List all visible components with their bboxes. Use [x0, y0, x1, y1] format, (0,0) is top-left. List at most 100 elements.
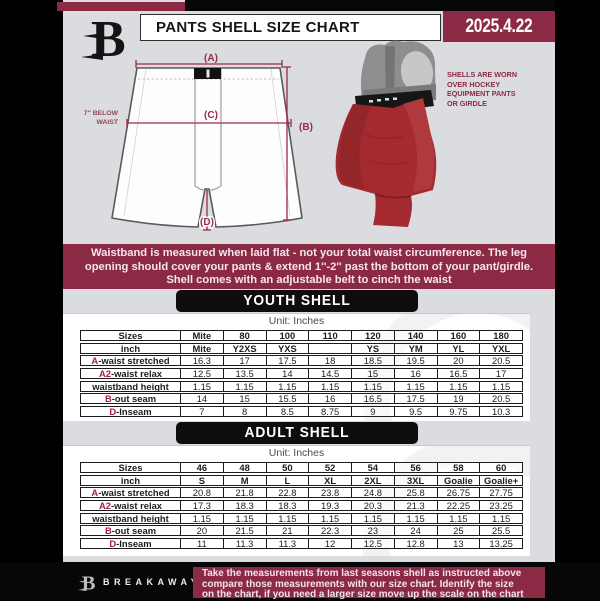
table-row: waistband height 1.15 1.15 1.15 1.15 1.15 1.15… — [80, 512, 523, 524]
table-cell: 15 — [352, 369, 395, 379]
table-cell: 1.15 — [492, 513, 511, 523]
breakaway-logo-icon: B — [81, 11, 126, 64]
table-cell — [309, 343, 352, 353]
table-cell: 21 — [267, 526, 310, 536]
table-cell: 18.5 — [352, 356, 395, 366]
top-stripe-maroon — [57, 2, 185, 11]
table-cell: 16 — [309, 394, 352, 404]
table-cell: 10.3 — [492, 407, 511, 417]
table-cell: 3XL — [395, 475, 438, 485]
table-cell: 1.15 — [309, 513, 352, 523]
table-cell: 1.15 — [438, 513, 481, 523]
table-cell: Y2XS — [224, 343, 267, 353]
brand-logo: B BREAKAWAY — [78, 570, 201, 594]
table-cell: S — [181, 475, 224, 485]
row-label: A2 -waist relax — [81, 501, 181, 511]
table-cell: 54 — [352, 463, 395, 472]
table-row: inch S M L XL 2XL 3XL Goalie Goalie+ — [80, 474, 523, 486]
measurement-label-c: (C) — [204, 110, 218, 121]
table-cell: 9 — [352, 407, 395, 417]
table-cell: 21.3 — [395, 501, 438, 511]
table-cell: 46 — [181, 463, 224, 472]
table-cell: 1.15 — [181, 513, 224, 523]
table-cell: 21.5 — [224, 526, 267, 536]
table-cell: 20 — [438, 356, 481, 366]
table-cell: Goalie+ — [484, 475, 519, 485]
table-cell: 13 — [438, 539, 481, 549]
table-cell: 1.15 — [395, 513, 438, 523]
table-cell: 17.5 — [267, 356, 310, 366]
table-cell: 16.5 — [438, 369, 481, 379]
table-cell: 26.75 — [438, 488, 481, 498]
table-cell: 23.25 — [489, 501, 513, 511]
table-cell: 1.15 — [395, 381, 438, 391]
table-cell: 11.3 — [224, 539, 267, 549]
table-cell: 16 — [395, 369, 438, 379]
table-cell: YXL — [492, 343, 511, 353]
table-cell: 20.8 — [181, 488, 224, 498]
table-cell: 9.75 — [438, 407, 481, 417]
table-cell: YL — [438, 343, 481, 353]
table-cell: 100 — [267, 331, 310, 340]
top-stripe-black — [185, 0, 555, 11]
table-cell: YM — [395, 343, 438, 353]
table-cell: 20.5 — [492, 394, 511, 404]
table-row: D -Inseam 11 11.3 11.3 12 12.5 12.8 13 13.25 — [80, 538, 523, 550]
table-cell: 23 — [352, 526, 395, 536]
row-label: inch — [81, 475, 181, 485]
table-cell: 14 — [181, 394, 224, 404]
row-label: waistband height — [81, 381, 181, 391]
table-row: B -out seam 20 21.5 21 22.3 23 24 25 25.5 — [80, 525, 523, 537]
table-cell: 1.15 — [267, 381, 310, 391]
table-cell: 140 — [395, 331, 438, 340]
table-cell: 22.8 — [267, 488, 310, 498]
table-row: A -waist stretched 16.3 17 17.5 18 18.5 19.5 20 2… — [80, 355, 523, 367]
table-cell: 52 — [309, 463, 352, 472]
table-cell: 19.3 — [309, 501, 352, 511]
table-cell: 15 — [224, 394, 267, 404]
table-cell: 8.5 — [267, 407, 310, 417]
row-label: A2 -waist relax — [81, 369, 181, 379]
breakaway-logo-small-icon: B — [78, 572, 95, 593]
table-cell: 180 — [493, 331, 509, 340]
table-cell: Goalie — [438, 475, 481, 485]
table-cell: 11.3 — [267, 539, 310, 549]
row-label: Sizes — [81, 463, 181, 472]
row-label: waistband height — [81, 513, 181, 523]
table-cell: 60 — [495, 463, 507, 472]
table-cell: 48 — [224, 463, 267, 472]
table-cell: 17.5 — [395, 394, 438, 404]
measurement-label-b: (B) — [299, 122, 313, 133]
adult-measurements-table: Sizes 46 48 50 52 54 56 58 60 inch S M L XL 2XL 3XL Goal… — [80, 462, 523, 551]
table-row: Sizes 46 48 50 52 54 56 58 60 — [80, 462, 523, 473]
table-row: A -waist stretched 20.8 21.8 22.8 23.8 24.8 25.… — [80, 487, 523, 499]
youth-measurements-table: Sizes Mite 80 100 110 120 140 160 180 inch Mite Y2X… — [80, 330, 523, 419]
table-cell: 1.15 — [181, 381, 224, 391]
measurement-label-d: (D) — [200, 217, 214, 228]
row-label: A -waist stretched — [81, 488, 181, 498]
table-cell: 13.25 — [489, 539, 513, 549]
table-cell: 19 — [438, 394, 481, 404]
waist-note: 7'' BELOW WAIST — [83, 110, 118, 126]
footer-instructions: Take the measurements from last seasons … — [193, 567, 545, 600]
date-badge: 2025.4.22 — [443, 11, 555, 42]
table-cell: 1.15 — [492, 381, 511, 391]
table-cell: 22.25 — [438, 501, 481, 511]
row-label: A -waist stretched — [81, 356, 181, 366]
pants-outline — [111, 67, 303, 228]
table-cell: 1.15 — [438, 381, 481, 391]
table-cell: Mite — [181, 343, 224, 353]
table-cell: 17 — [495, 369, 507, 379]
table-cell: 23.8 — [309, 488, 352, 498]
footer: B BREAKAWAY Take the measurements from l… — [0, 562, 600, 600]
table-row: B -out seam 14 15 15.5 16 16.5 17.5 19 20.5 — [80, 393, 523, 405]
table-cell: Mite — [181, 331, 224, 340]
table-cell: 1.15 — [224, 381, 267, 391]
youth-section-title: YOUTH SHELL MEASUREMENTS — [176, 290, 418, 331]
table-cell: 56 — [395, 463, 438, 472]
table-cell: XL — [309, 475, 352, 485]
table-cell: 12.5 — [181, 369, 224, 379]
page-title: PANTS SHELL SIZE CHART — [140, 14, 441, 41]
table-cell: 25.5 — [492, 526, 511, 536]
table-cell: 22.3 — [309, 526, 352, 536]
